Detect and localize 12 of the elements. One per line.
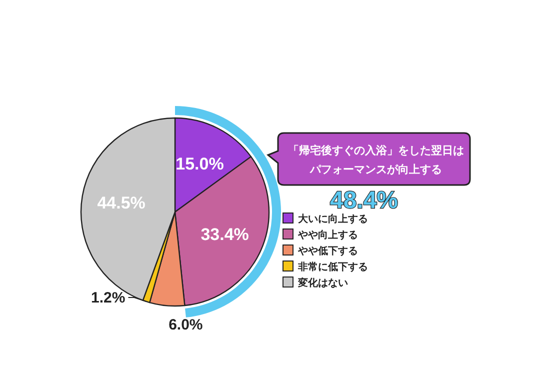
data-label: 15.0% [176,154,224,174]
legend-label: 変化はない [297,277,348,289]
data-label: 1.2% [91,290,126,306]
legend-label: 大いに向上する [297,213,368,225]
data-label: 33.4% [200,225,249,244]
legend-label: やや向上する [297,229,358,241]
text: 48.4% [330,187,398,214]
legend-label: 非常に低下する [297,261,368,273]
data-label: 6.0% [168,316,203,334]
text: 「帰宅後すぐの入浴」をした翌日は [288,144,464,157]
legend-label: やや低下する [297,245,358,257]
text: パフォーマンスが向上する [309,163,442,176]
